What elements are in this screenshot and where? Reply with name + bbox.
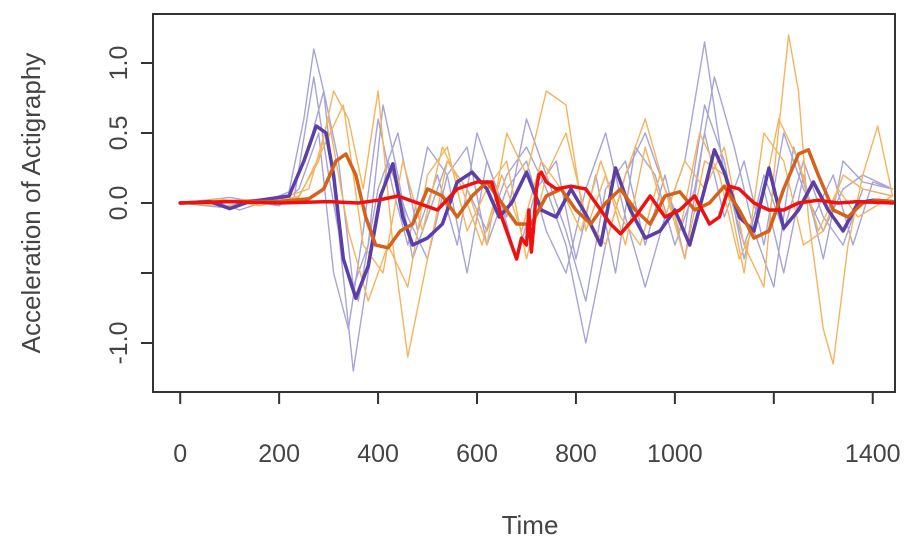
y-axis: -1.0 0.0 0.5 1.0	[105, 46, 153, 365]
series-line-purple-7	[178, 124, 895, 300]
x-tick-label: 200	[258, 440, 300, 468]
series-line-orange_light-5	[179, 118, 894, 302]
x-tick-label: 800	[555, 440, 597, 468]
x-axis-label: Time	[502, 510, 559, 540]
x-tick-label: 600	[456, 440, 498, 468]
series-layer	[178, 34, 895, 372]
x-tick-label: 1400	[845, 440, 901, 468]
y-tick-label: 0.0	[105, 186, 133, 221]
series-line-orange_light-6	[179, 104, 894, 274]
x-tick-label: 0	[173, 440, 187, 468]
y-axis-label: Acceleration of Actigraphy	[16, 53, 46, 354]
series-line-orange_light-4	[179, 34, 894, 365]
y-tick-label: 1.0	[105, 46, 133, 81]
x-axis: 0 200 400 600 800 1000 1400	[173, 392, 901, 468]
series-line-red-9	[178, 170, 895, 261]
y-tick-label: 0.5	[105, 116, 133, 151]
series-line-purple_light-1	[179, 90, 894, 344]
x-tick-label: 1000	[647, 440, 703, 468]
y-tick-label: -1.0	[105, 321, 133, 364]
series-line-orange-8	[178, 148, 895, 250]
x-tick-label: 400	[357, 440, 399, 468]
